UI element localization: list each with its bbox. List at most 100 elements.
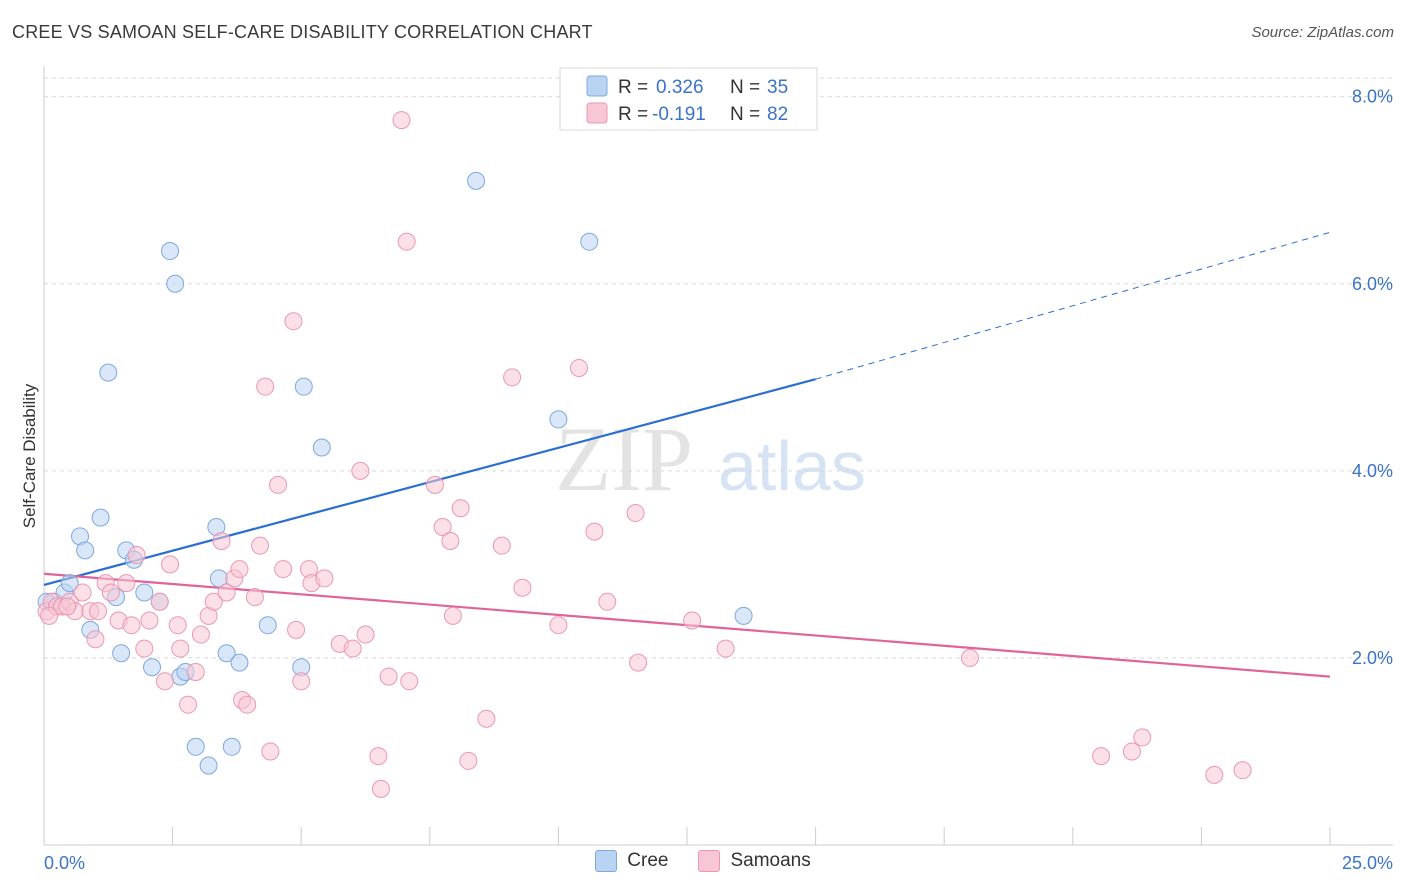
samoan-point — [269, 475, 288, 494]
samoan-point — [122, 616, 141, 635]
cree-point — [143, 658, 162, 677]
samoan-point — [204, 592, 223, 611]
cree-point — [112, 644, 131, 663]
samoan-point — [477, 709, 496, 728]
series-legend: Cree Samoans — [0, 850, 1406, 872]
cree-point — [161, 242, 180, 261]
samoan-point — [73, 583, 92, 602]
samoan-point — [585, 522, 604, 541]
legend-swatch-cree — [586, 75, 608, 97]
samoan-point — [212, 532, 231, 551]
samoan-point — [40, 606, 59, 625]
samoan-point — [629, 653, 648, 672]
legend-swatch — [698, 850, 721, 872]
x-tick-label-max: 25.0% — [1342, 853, 1393, 873]
watermark-zip: ZIP — [555, 408, 693, 510]
legend-item-samoans: Samoans — [698, 850, 811, 872]
samoan-point — [716, 639, 735, 658]
samoan-point — [155, 672, 174, 691]
cree-point — [312, 438, 331, 457]
samoan-point — [356, 625, 375, 644]
samoan-point — [1233, 761, 1252, 780]
samoan-point — [433, 517, 452, 536]
legend-swatch-samoans — [586, 102, 608, 124]
cree-point — [60, 574, 79, 593]
cree-point — [467, 171, 486, 190]
y-tick-label: 8.0% — [1352, 87, 1393, 107]
cree-point — [91, 508, 110, 527]
samoan-point — [569, 358, 588, 377]
cree-point — [222, 737, 241, 756]
samoan-point — [1092, 747, 1111, 766]
cree-point — [135, 583, 154, 602]
data-points — [37, 111, 1252, 798]
samoan-point — [459, 751, 478, 770]
samoan-point — [392, 111, 411, 130]
correlation-legend: R = 0.326 N = 35 R = -0.191 N = 82 — [559, 67, 818, 131]
samoan-point — [171, 639, 190, 658]
samoan-point — [369, 747, 388, 766]
cree-point — [230, 653, 249, 672]
cree-trend-extension — [815, 231, 1331, 380]
samoan-point — [86, 630, 105, 649]
samoan-point — [492, 536, 511, 555]
cree-point — [217, 644, 236, 663]
legend-label-samoans: Samoans — [730, 850, 811, 871]
samoan-point — [513, 578, 532, 597]
cree-point — [199, 756, 218, 775]
cree-point — [186, 737, 205, 756]
samoan-point — [238, 695, 257, 714]
legend-r-value-cree: 0.326 — [656, 77, 704, 98]
samoan-point — [425, 475, 444, 494]
y-tick-label: 2.0% — [1352, 648, 1393, 668]
legend-n-value-samoans: 82 — [767, 104, 788, 125]
samoan-point — [315, 569, 334, 588]
samoan-point — [379, 667, 398, 686]
samoan-point — [274, 560, 293, 579]
samoan-point — [58, 597, 77, 616]
legend-r-value-samoans: -0.191 — [652, 104, 706, 125]
legend-r-label-samoans: R = — [618, 104, 648, 125]
samoan-point — [168, 616, 187, 635]
samoan-point — [626, 503, 645, 522]
samoan-point — [135, 639, 154, 658]
samoan-point — [400, 672, 419, 691]
samoan-point — [256, 377, 275, 396]
samoan-point — [351, 461, 370, 480]
samoan-point — [191, 625, 210, 644]
chart-title: CREE VS SAMOAN SELF-CARE DISABILITY CORR… — [12, 22, 593, 42]
samoan-point — [1122, 742, 1141, 761]
legend-n-value-cree: 35 — [767, 77, 788, 98]
y-axis-title: Self-Care Disability — [20, 383, 39, 528]
samoan-point — [230, 560, 249, 579]
cree-point — [258, 616, 277, 635]
samoan-point — [127, 546, 146, 565]
samoan-point — [397, 232, 416, 251]
source-label: Source: ZipAtlas.com — [1251, 24, 1394, 41]
samoan-point — [287, 620, 306, 639]
samoan-point — [1133, 728, 1152, 747]
samoan-point — [503, 368, 522, 387]
cree-point — [99, 363, 118, 382]
cree-point — [580, 232, 599, 251]
samoan-point — [89, 602, 108, 621]
legend-item-cree: Cree — [595, 850, 668, 872]
samoan-point — [683, 611, 702, 630]
samoan-point — [598, 592, 617, 611]
axes: 2.0% 4.0% 6.0% 8.0% — [43, 66, 1393, 846]
samoan-point — [292, 672, 311, 691]
samoan-point — [441, 532, 460, 551]
cree-point — [166, 274, 185, 293]
legend-swatch — [595, 850, 618, 872]
legend-label-cree: Cree — [627, 850, 669, 871]
y-tick-label: 6.0% — [1352, 274, 1393, 294]
samoan-point — [150, 592, 169, 611]
cree-point — [294, 377, 313, 396]
legend-n-label-cree: N = — [730, 77, 760, 98]
samoan-point — [186, 662, 205, 681]
samoan-point — [443, 606, 462, 625]
samoan-point — [549, 616, 568, 635]
cree-point — [734, 606, 753, 625]
samoan-point — [284, 312, 303, 331]
